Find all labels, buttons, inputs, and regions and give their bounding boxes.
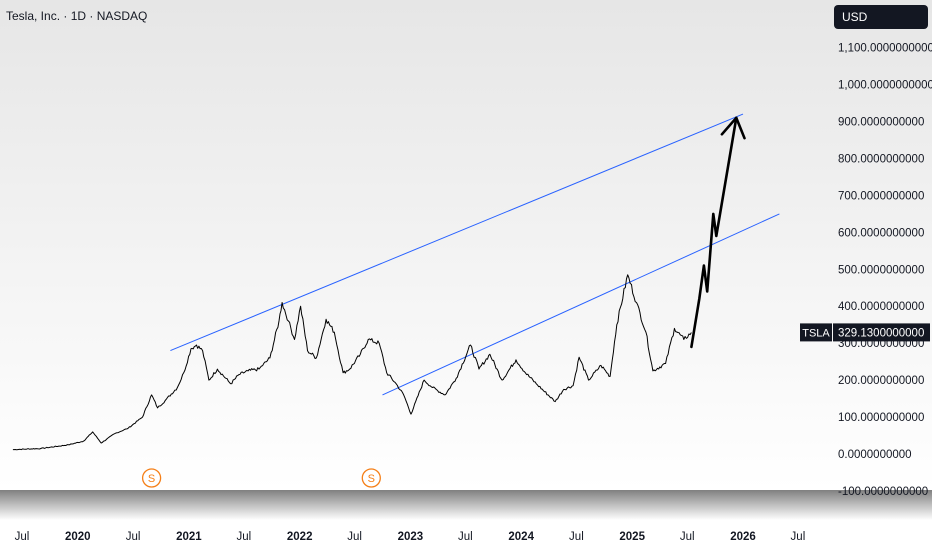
y-tick-label: 1,100.0000000000 [838,43,932,55]
split-marker-1[interactable]: S [141,468,162,488]
y-tick-label: 0.0000000000 [838,449,912,461]
bottom-fade [0,490,932,520]
symbol-tag-bg [800,323,832,342]
y-tick-label: 200.0000000000 [838,375,924,387]
trend-line-2[interactable] [382,213,780,396]
split-marker-circle [361,468,381,488]
x-tick-label: 2023 [398,531,424,543]
x-tick-label: 2025 [619,531,645,543]
projection-arrow-head [720,116,746,140]
x-tick-label: Jul [569,531,584,543]
symbol-tag-label: TSLA [802,327,830,339]
symbol-title: Tesla, Inc. · 1D · NASDAQ [6,9,148,23]
y-tick-label: 900.0000000000 [838,117,924,129]
x-tick-label: 2022 [287,531,313,543]
y-tick-label: 100.0000000000 [838,412,924,424]
split-marker-2[interactable]: S [361,468,381,488]
y-tick-label: 500.0000000000 [838,264,924,276]
y-tick-label: 400.0000000000 [838,301,924,313]
y-tick-label: 800.0000000000 [838,153,924,165]
x-tick-label: Jul [791,531,806,543]
x-tick-label: Jul [680,531,695,543]
last-price-tag: TSLA 329.1300000000 [800,323,930,342]
x-tick-label: Jul [15,531,30,543]
price-series-line [12,274,692,451]
x-tick-label: 2021 [176,531,202,543]
y-tick-label: 1,000.0000000000 [838,80,932,92]
x-tick-label: 2026 [730,531,756,543]
y-tick-label: -100.0000000000 [838,486,928,498]
x-tick-label: Jul [458,531,473,543]
trend-line-1[interactable] [170,113,744,352]
plot-background [0,0,932,490]
currency-button[interactable]: USD [834,5,928,29]
y-tick-label: 600.0000000000 [838,227,924,239]
split-marker-label: S [148,473,155,485]
price-tag-label: 329.1300000000 [838,327,924,339]
split-marker-label: S [368,473,375,485]
y-tick-label: 700.0000000000 [838,190,924,202]
price-tag-bg [833,323,930,342]
projection-arrow[interactable] [690,116,738,349]
x-tick-label: Jul [347,531,362,543]
split-marker-circle [141,468,162,488]
x-tick-label: 2020 [65,531,91,543]
time-axis-background [0,520,932,550]
x-tick-label: Jul [126,531,141,543]
x-tick-label: 2024 [508,531,534,543]
x-tick-label: Jul [236,531,251,543]
